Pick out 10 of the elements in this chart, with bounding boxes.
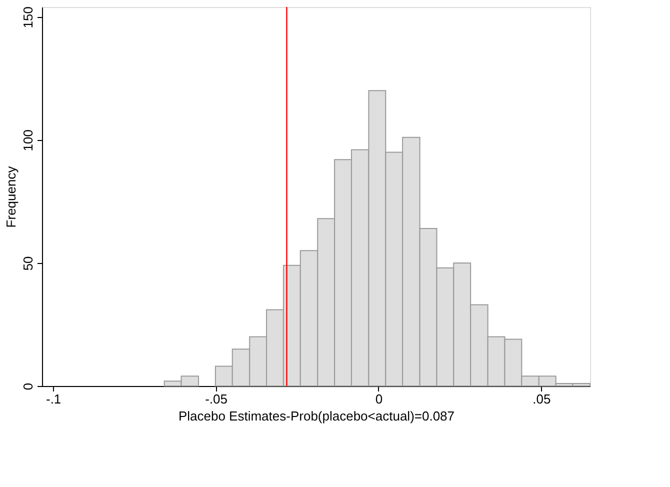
x-axis-title: Placebo Estimates-Prob(placebo<actual)=0.087: [178, 408, 455, 424]
y-axis-title: Frequency: [4, 166, 18, 228]
x-tick-label: -.05: [205, 392, 228, 406]
y-tick-label: 150: [20, 6, 36, 28]
y-tick-label: 50: [20, 256, 36, 271]
y-tick-label: 100: [20, 130, 36, 152]
x-tick-label: -.1: [46, 392, 62, 406]
y-tick-label: 0: [20, 382, 36, 390]
x-tick-label: 0: [375, 392, 383, 406]
x-tick-label: .05: [532, 392, 551, 406]
